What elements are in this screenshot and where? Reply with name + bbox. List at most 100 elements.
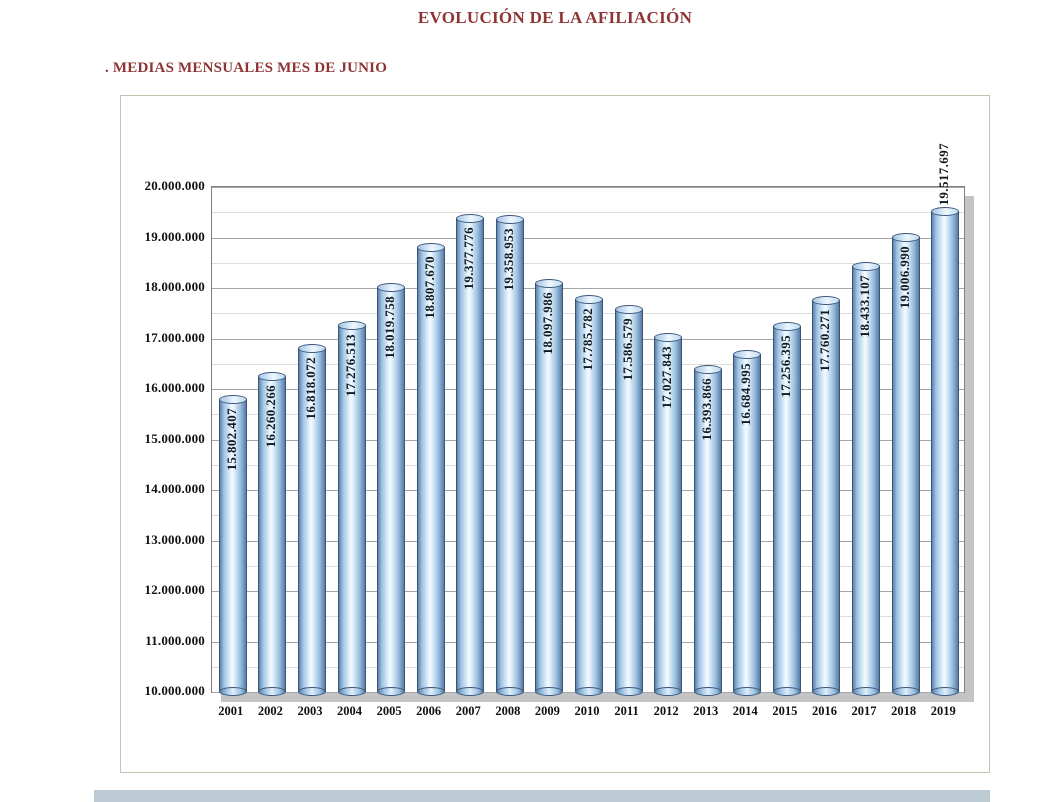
bar-column-2006: 18.807.670 xyxy=(410,187,450,696)
bar-value-label: 18.807.670 xyxy=(421,256,437,319)
bar-value-label: 19.006.990 xyxy=(896,246,912,309)
y-tick-label: 10.000.000 xyxy=(144,683,205,698)
plot-shadow-right xyxy=(964,196,974,701)
bar-2014 xyxy=(733,350,762,696)
x-tick-label: 2016 xyxy=(811,704,837,718)
gridline-major xyxy=(212,288,964,289)
bar-value-label: 17.586.579 xyxy=(619,317,635,381)
bar-column-2002: 16.260.266 xyxy=(252,187,292,697)
x-tick-label: 2001 xyxy=(218,704,244,718)
bar-value-label: 16.818.072 xyxy=(302,356,318,420)
bar-2010 xyxy=(574,294,603,697)
gridline-major xyxy=(212,237,964,239)
bar-value-label: 18.433.107 xyxy=(857,275,873,338)
bar-value-label: 18.097.986 xyxy=(540,292,556,355)
y-tick-label: 13.000.000 xyxy=(144,531,205,547)
bar-2013 xyxy=(693,365,722,696)
gridline-minor xyxy=(212,212,964,214)
bar-2002 xyxy=(258,371,287,697)
x-tick-label: 2013 xyxy=(693,704,719,718)
bar-2005 xyxy=(377,283,406,696)
bar-2011 xyxy=(614,304,643,697)
bar-2001 xyxy=(218,394,247,697)
gridline-minor xyxy=(212,262,964,264)
bar-column-2017: 18.433.107 xyxy=(845,187,885,696)
bar-value-label: 19.377.776 xyxy=(461,227,477,290)
bar-column-2010: 17.785.782 xyxy=(568,187,608,697)
bar-value-label: 16.260.266 xyxy=(263,384,279,448)
x-tick-label: 2018 xyxy=(891,704,917,718)
x-tick-label: 2014 xyxy=(732,704,758,718)
x-tick-label: 2011 xyxy=(614,704,639,718)
chart-frame: 15.802.407 16.260.266 16.818.072 17.276.513… xyxy=(120,95,990,773)
x-tick-label: 2008 xyxy=(495,704,521,718)
bar-2015 xyxy=(772,321,801,697)
x-tick-label: 2002 xyxy=(257,704,283,718)
bar-column-2013: 16.393.866 xyxy=(687,187,727,696)
bar-column-2011: 17.586.579 xyxy=(608,187,648,697)
x-tick-label: 2009 xyxy=(534,704,560,718)
bar-2007 xyxy=(456,214,485,696)
bar-2009 xyxy=(535,279,564,696)
bar-2004 xyxy=(337,320,366,697)
y-tick-label: 11.000.000 xyxy=(145,632,205,648)
bar-value-label: 19.358.953 xyxy=(500,228,516,291)
y-tick-label: 16.000.000 xyxy=(144,380,205,395)
bar-2017 xyxy=(852,262,881,696)
bar-column-2004: 17.276.513 xyxy=(331,187,371,697)
plot-shadow-bottom xyxy=(221,692,974,702)
x-tick-label: 2007 xyxy=(455,704,481,718)
x-tick-label: 2005 xyxy=(376,704,402,718)
x-tick-label: 2004 xyxy=(337,704,363,718)
bar-2006 xyxy=(416,243,445,696)
bar-column-2007: 19.377.776 xyxy=(449,187,489,696)
y-tick-label: 14.000.000 xyxy=(144,481,205,496)
bar-2012 xyxy=(654,333,683,696)
bar-column-2012: 17.027.843 xyxy=(647,187,687,696)
bar-2019 xyxy=(931,207,960,696)
bar-column-2008: 19.358.953 xyxy=(489,187,529,696)
bar-column-2001: 15.802.407 xyxy=(212,187,252,697)
x-tick-label: 2015 xyxy=(772,704,798,718)
chart-subtitle: . MEDIAS MENSUALES MES DE JUNIO xyxy=(105,60,388,76)
bar-column-2003: 16.818.072 xyxy=(291,187,331,697)
x-tick-label: 2019 xyxy=(930,704,956,718)
bar-value-label: 17.760.271 xyxy=(817,309,833,372)
y-tick-label: 15.000.000 xyxy=(144,430,205,446)
x-tick-label: 2006 xyxy=(416,704,442,718)
bar-value-label: 16.393.866 xyxy=(698,378,714,441)
x-tick-label: 2012 xyxy=(653,704,679,718)
bar-column-2014: 16.684.995 xyxy=(727,187,767,696)
y-tick-label: 20.000.000 xyxy=(144,178,205,193)
bar-column-2016: 17.760.271 xyxy=(806,187,846,696)
y-tick-label: 12.000.000 xyxy=(144,582,205,597)
bar-2016 xyxy=(812,296,841,696)
bar-value-label: 19.517.697 xyxy=(936,142,952,206)
bar-2008 xyxy=(495,215,524,696)
bar-value-label: 17.256.395 xyxy=(777,334,793,398)
bar-value-label: 17.276.513 xyxy=(342,333,358,397)
next-page-edge xyxy=(94,790,990,802)
plot-area: 15.802.407 16.260.266 16.818.072 17.276.513… xyxy=(211,143,965,697)
y-tick-label: 19.000.000 xyxy=(144,228,205,244)
bar-column-2005: 18.019.758 xyxy=(370,187,410,696)
bar-value-label: 16.684.995 xyxy=(738,363,754,426)
chart-title: EVOLUCIÓN DE LA AFILIACIÓN xyxy=(417,8,693,27)
bar-2003 xyxy=(297,343,326,697)
bar-2018 xyxy=(891,233,920,696)
bar-column-2009: 18.097.986 xyxy=(529,187,569,696)
bar-value-label: 18.019.758 xyxy=(382,296,398,359)
bar-value-label: 17.785.782 xyxy=(579,307,595,371)
bar-value-label: 15.802.407 xyxy=(223,407,239,471)
bar-column-2015: 17.256.395 xyxy=(766,187,806,697)
bar-column-2019: 19.517.697 xyxy=(924,143,964,696)
x-tick-label: 2003 xyxy=(297,704,323,718)
bar-column-2018: 19.006.990 xyxy=(885,187,925,696)
bar-value-label: 17.027.843 xyxy=(659,346,675,409)
y-tick-label: 17.000.000 xyxy=(144,329,205,345)
gridline-major xyxy=(212,187,964,188)
x-tick-label: 2017 xyxy=(851,704,877,718)
x-tick-label: 2010 xyxy=(574,704,600,718)
y-tick-label: 18.000.000 xyxy=(144,279,205,294)
